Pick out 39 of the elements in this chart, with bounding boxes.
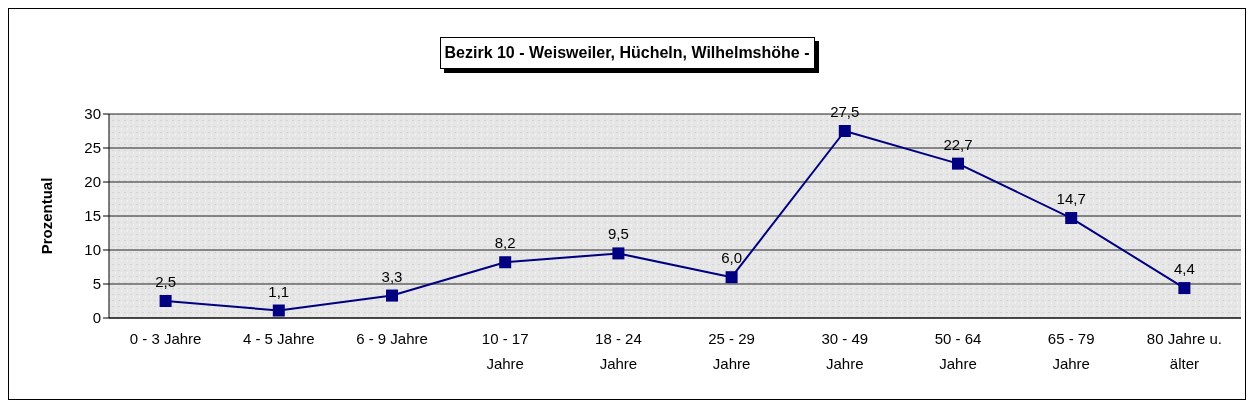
y-axis-title: Prozentual bbox=[38, 177, 56, 255]
data-label: 14,7 bbox=[1056, 190, 1086, 208]
data-label: 22,7 bbox=[943, 135, 973, 153]
data-label: 8,2 bbox=[494, 234, 516, 252]
data-label: 3,3 bbox=[381, 267, 403, 285]
point bbox=[725, 271, 738, 284]
point bbox=[499, 256, 512, 269]
point bbox=[952, 157, 964, 170]
x-tick-label: 30 - 49 Jahre bbox=[821, 330, 869, 372]
x-tick-label: 18 - 24 Jahre bbox=[595, 330, 642, 372]
y-tick-label: 15 bbox=[84, 207, 101, 225]
y-tick-label: 30 bbox=[84, 105, 101, 123]
data-label: 6,0 bbox=[721, 249, 743, 267]
x-tick-label: 6 - 9 Jahre bbox=[356, 330, 428, 347]
data-label: 1,1 bbox=[268, 282, 290, 300]
x-tick-label: 25 - 29 Jahre bbox=[708, 330, 755, 372]
data-label: 4,4 bbox=[1173, 260, 1195, 278]
x-tick-label: 80 Jahre u. älter bbox=[1146, 330, 1222, 372]
y-tick-label: 20 bbox=[84, 173, 101, 191]
x-tick-label: 10 - 17 Jahre bbox=[481, 330, 529, 372]
point bbox=[272, 304, 285, 317]
y-tick-label: 0 bbox=[92, 309, 101, 327]
point bbox=[1065, 212, 1078, 225]
data-label: 27,5 bbox=[830, 103, 860, 120]
point bbox=[838, 125, 851, 137]
x-tick-label: 0 - 3 Jahre bbox=[129, 330, 202, 347]
y-tick-label: 5 bbox=[92, 275, 101, 293]
point bbox=[159, 295, 172, 307]
chart-title: Bezirk 10 - Weisweiler, Hücheln, Wilhelmshöhe - bbox=[439, 37, 815, 69]
x-tick-label: 4 - 5 Jahre bbox=[242, 330, 315, 347]
y-tick-label: 25 bbox=[84, 139, 101, 157]
y-tick-label: 10 bbox=[84, 241, 101, 259]
point bbox=[386, 289, 398, 302]
data-label: 9,5 bbox=[607, 225, 629, 243]
point bbox=[1178, 282, 1191, 295]
point bbox=[612, 247, 625, 260]
x-tick-label: 65 - 79 Jahre bbox=[1047, 330, 1095, 372]
x-tick-label: 50 - 64 Jahre bbox=[934, 330, 982, 372]
data-label: 2,5 bbox=[155, 273, 177, 290]
